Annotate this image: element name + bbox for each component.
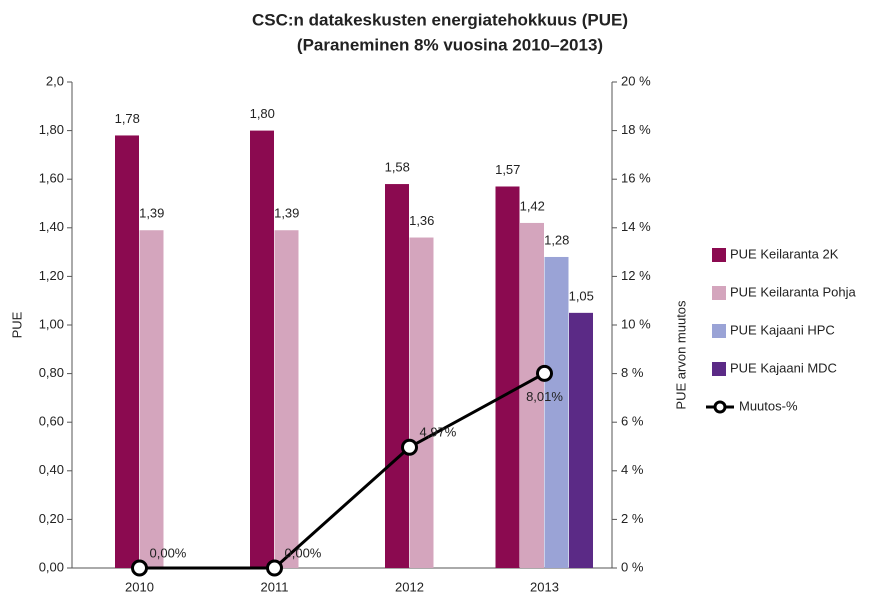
bar-value-label: 1,78: [115, 111, 140, 126]
bar-value-label: 1,58: [385, 159, 410, 174]
bar-value-label: 1,39: [274, 206, 299, 221]
y-tick-label: 2,0: [46, 73, 64, 88]
y2-tick-label: 10 %: [621, 316, 651, 331]
legend-label: PUE Kajaani MDC: [730, 360, 837, 375]
bar: [115, 135, 139, 568]
y2-tick-label: 12 %: [621, 268, 651, 283]
legend-swatch: [712, 324, 726, 338]
line-value-label: 0,00%: [285, 545, 322, 560]
x-tick-label: 2011: [261, 579, 289, 594]
y2-tick-label: 2 %: [621, 511, 644, 526]
y-tick-label: 0,60: [39, 414, 64, 429]
line-marker: [266, 559, 283, 577]
y2-axis-label: PUE arvon muutos: [673, 300, 688, 410]
y-tick-label: 0,00: [39, 559, 64, 574]
y2-tick-label: 6 %: [621, 414, 644, 429]
bar-value-label: 1,28: [544, 232, 569, 247]
bar-value-label: 1,80: [250, 106, 275, 121]
y2-tick-label: 0 %: [621, 559, 644, 574]
line-value-label: 4,97%: [420, 425, 457, 440]
y-tick-label: 0,20: [39, 511, 64, 526]
y-tick-label: 1,60: [39, 171, 64, 186]
y-tick-label: 0,80: [39, 365, 64, 380]
y-tick-label: 1,80: [39, 122, 64, 137]
bar: [139, 230, 164, 569]
chart-title: CSC:n datakeskusten energiatehokkuus (PU…: [252, 10, 628, 29]
bar: [544, 256, 569, 568]
bar: [520, 222, 544, 568]
y2-tick-label: 4 %: [621, 462, 644, 477]
line-value-label: 0,00%: [150, 545, 187, 560]
bar-value-label: 1,42: [520, 198, 545, 213]
x-tick-label: 2010: [125, 579, 154, 594]
y2-tick-label: 18 %: [621, 122, 651, 137]
legend-swatch: [712, 286, 726, 300]
line-marker: [401, 438, 418, 456]
legend-label: PUE Keilaranta Pohja: [730, 284, 857, 299]
y-tick-label: 0,40: [39, 462, 64, 477]
y2-tick-label: 16 %: [621, 171, 651, 186]
bar-value-label: 1,05: [569, 288, 594, 303]
bar-value-label: 1,57: [495, 162, 520, 177]
legend-label: Muutos-%: [739, 398, 798, 413]
bar: [409, 237, 434, 568]
line-marker: [536, 364, 553, 382]
bar: [250, 130, 274, 568]
legend-swatch: [712, 362, 726, 376]
y-axis-label: PUE: [9, 311, 24, 338]
y2-tick-label: 20 %: [621, 73, 651, 88]
line-value-label: 8,01%: [526, 389, 563, 404]
y2-tick-label: 8 %: [621, 365, 644, 380]
legend-swatch: [712, 248, 726, 262]
bar: [495, 186, 520, 569]
chart-subtitle: (Paraneminen 8% vuosina 2010–2013): [297, 35, 603, 54]
legend-label: PUE Kajaani HPC: [730, 322, 835, 337]
bar: [385, 184, 409, 568]
legend-label: PUE Keilaranta 2K: [730, 246, 839, 261]
x-tick-label: 2012: [395, 579, 424, 594]
line-marker: [131, 559, 148, 577]
bar-value-label: 1,36: [409, 213, 434, 228]
bar: [274, 230, 299, 569]
x-tick-label: 2013: [530, 579, 559, 594]
y-tick-label: 1,20: [39, 268, 64, 283]
y2-tick-label: 14 %: [621, 219, 651, 234]
bar: [569, 312, 593, 568]
y-tick-label: 1,00: [39, 316, 64, 331]
y-tick-label: 1,40: [39, 219, 64, 234]
legend-marker: [713, 400, 727, 414]
bar-value-label: 1,39: [139, 206, 164, 221]
line: [139, 372, 546, 570]
